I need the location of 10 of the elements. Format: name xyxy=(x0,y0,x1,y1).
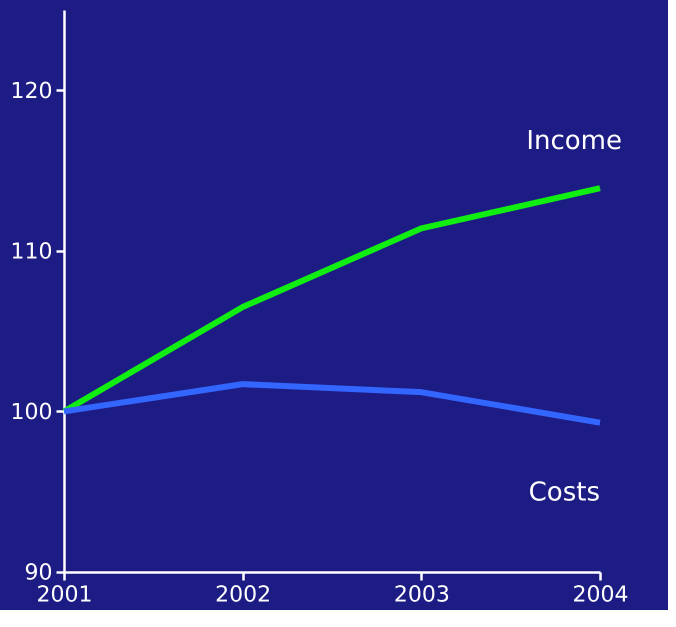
y-tick-label: 100 xyxy=(10,400,52,425)
y-tick-label: 120 xyxy=(10,78,52,104)
x-tick-label: 2001 xyxy=(36,582,92,608)
series-label: Income xyxy=(526,126,622,156)
text: Costs xyxy=(528,478,600,508)
x-tick-label: 2003 xyxy=(394,582,450,608)
x-tick-label: 2002 xyxy=(215,582,272,608)
x-tick-label: 2004 xyxy=(572,582,628,608)
y-tick-label: 90 xyxy=(24,560,52,586)
y-tick-label: 110 xyxy=(10,239,52,264)
